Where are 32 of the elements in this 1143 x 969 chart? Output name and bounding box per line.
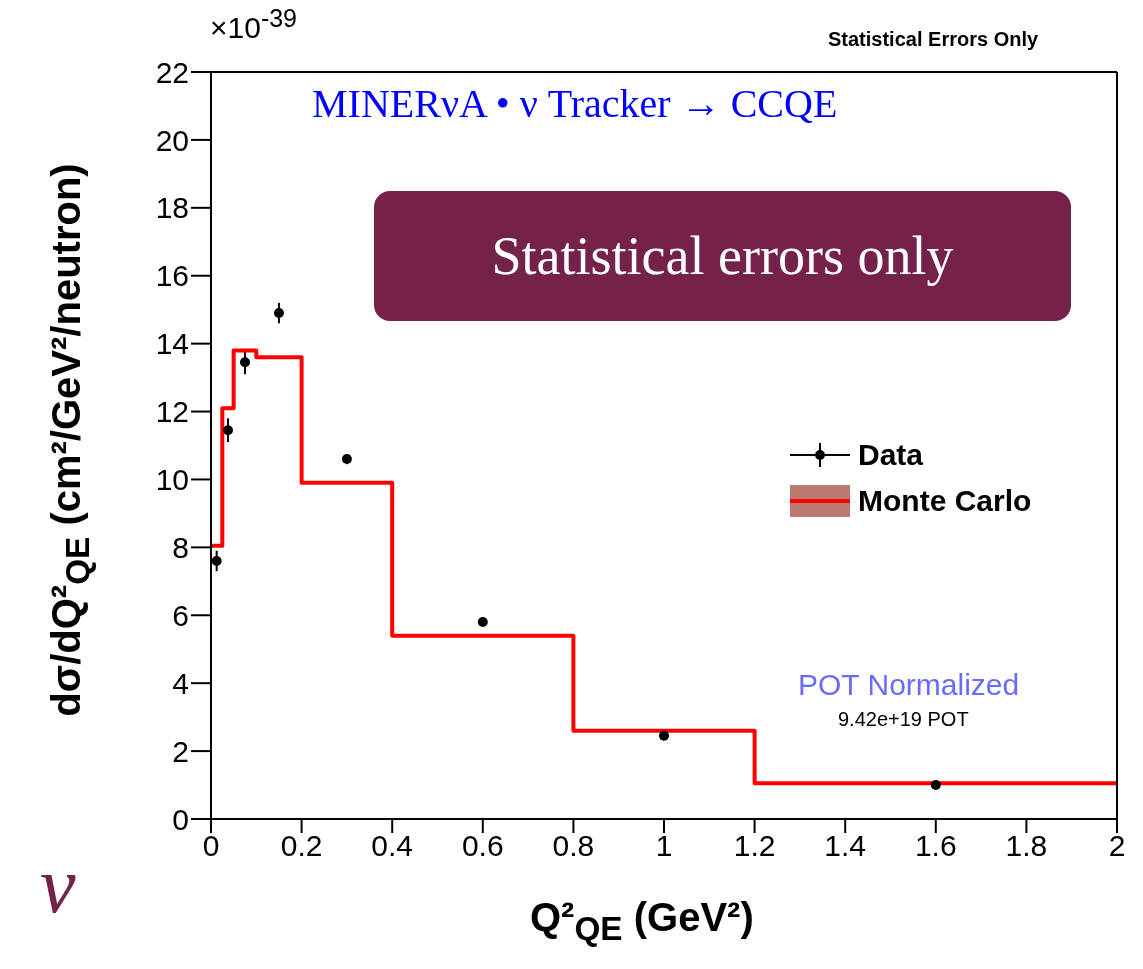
text: ν: [40, 840, 76, 931]
x-tick-label: 1: [655, 829, 673, 863]
x-tick-label: 1.8: [1005, 829, 1048, 863]
chart-title: MINERνA • ν Tracker → CCQE: [312, 80, 838, 127]
y-tick-label: 10: [155, 463, 189, 497]
x-tick-label: 0.4: [371, 829, 414, 863]
y-tick-label: 12: [155, 395, 189, 429]
y-tick-label: 14: [155, 327, 189, 361]
x-tick-label: 1.6: [914, 829, 957, 863]
legend-label: Monte Carlo: [858, 484, 1032, 518]
y-tick-label: 16: [155, 259, 189, 293]
legend-label: Data: [858, 438, 924, 472]
y-tick-label: 18: [155, 191, 189, 225]
annotation: 9.42e+19 POT: [838, 708, 969, 731]
text: Statistical Errors Only: [828, 28, 1039, 51]
x-axis-title: Q²$_{QE}$ (GeV²): [530, 895, 754, 948]
text: ×10$^{-39}$: [210, 4, 298, 45]
x-tick-label: 1.4: [824, 829, 867, 863]
annotation: POT Normalized: [798, 668, 1020, 702]
y-tick-label: 4: [172, 666, 189, 700]
x-tick-label: 0: [202, 829, 220, 863]
x-tick-label: 0.6: [461, 829, 504, 863]
x-tick-label: 1.2: [733, 829, 776, 863]
x-tick-label: 2: [1108, 829, 1126, 863]
x-tick-label: 0.8: [552, 829, 595, 863]
y-tick-label: 2: [172, 734, 189, 768]
y-tick-label: 0: [172, 802, 189, 836]
y-tick-label: 22: [155, 55, 189, 89]
y-tick-label: 20: [155, 123, 189, 157]
x-tick-label: 0.2: [280, 829, 323, 863]
y-tick-label: 6: [172, 598, 189, 632]
y-tick-label: 8: [172, 531, 189, 565]
